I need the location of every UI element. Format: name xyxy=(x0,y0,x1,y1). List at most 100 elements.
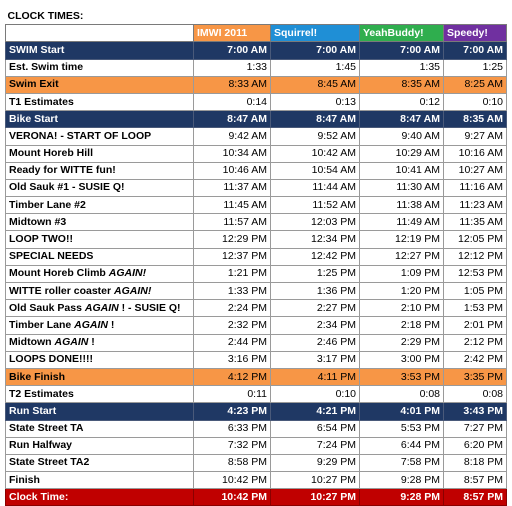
time-cell: 10:16 AM xyxy=(443,144,507,163)
time-cell: 1:33 xyxy=(193,58,271,77)
row-label-text: Bike Start xyxy=(9,112,59,125)
table-row: T1 Estimates 0:14 0:13 0:12 0:10 xyxy=(5,92,507,112)
team-header-blank xyxy=(5,24,194,43)
table-row: Finish 10:42 PM 10:27 PM 9:28 PM 8:57 PM xyxy=(5,471,507,490)
time-cell: 8:47 AM xyxy=(193,110,271,129)
time-cell: 2:24 PM xyxy=(193,299,271,318)
row-label-text: Est. Swim time xyxy=(9,61,84,74)
time-cell: 3:43 PM xyxy=(443,402,507,421)
time-cell: 12:37 PM xyxy=(193,247,271,266)
time-cell: 10:42 AM xyxy=(270,144,360,163)
time-cell: 3:17 PM xyxy=(270,350,360,369)
time-cell: 4:12 PM xyxy=(193,367,271,387)
row-label: LOOP TWO!! xyxy=(5,230,194,249)
row-label-text: VERONA! - START OF LOOP xyxy=(9,129,152,142)
time-cell: 8:57 PM xyxy=(443,488,507,506)
time-cell: 2:12 PM xyxy=(443,333,507,352)
time-cell: 8:35 AM xyxy=(359,75,444,94)
row-label-text: Bike Finish xyxy=(9,370,66,383)
row-label-text: Midtown #3 xyxy=(9,215,67,228)
row-label-emphasis: AGAIN xyxy=(54,336,89,349)
row-label-text: Timber Lane xyxy=(9,318,75,331)
time-cell: 2:10 PM xyxy=(359,299,444,318)
time-cell: 8:47 AM xyxy=(270,110,360,129)
row-label-text: LOOP TWO!! xyxy=(9,233,73,246)
time-cell: 8:58 PM xyxy=(193,453,271,473)
time-cell: 0:10 xyxy=(270,385,360,404)
row-label: Swim Exit xyxy=(5,75,194,94)
time-cell: 2:46 PM xyxy=(270,333,360,352)
time-cell: 1:09 PM xyxy=(359,264,444,284)
row-label-emphasis: AGAIN xyxy=(84,301,119,314)
time-cell: 2:27 PM xyxy=(270,299,360,318)
time-cell: 0:13 xyxy=(270,92,360,112)
time-cell: 2:29 PM xyxy=(359,333,444,352)
time-cell: 9:27 AM xyxy=(443,127,507,146)
time-cell: 8:47 AM xyxy=(359,110,444,129)
row-label-text: Mount Horeb Hill xyxy=(9,147,93,160)
table-row: Old Sauk Pass AGAIN ! - SUSIE Q! 2:24 PM 2… xyxy=(5,299,507,318)
time-cell: 12:03 PM xyxy=(270,213,360,232)
time-cell: 3:35 PM xyxy=(443,367,507,387)
time-cell: 7:00 AM xyxy=(193,41,271,60)
table-row: Bike Start 8:47 AM 8:47 AM 8:47 AM 8:35 AM xyxy=(5,110,507,129)
row-label: Midtown AGAIN ! xyxy=(5,333,194,352)
row-label: Finish xyxy=(5,471,194,490)
row-label-text: Run Start xyxy=(9,404,57,417)
time-cell: 12:53 PM xyxy=(443,264,507,284)
row-label-text: Midtown xyxy=(9,336,55,349)
table-row: Run Start 4:23 PM 4:21 PM 4:01 PM 3:43 PM xyxy=(5,402,507,421)
time-cell: 12:34 PM xyxy=(270,230,360,249)
table-row: Old Sauk #1 - SUSIE Q! 11:37 AM 11:44 AM 11… xyxy=(5,178,507,198)
table-row: Est. Swim time 1:33 1:45 1:35 1:25 xyxy=(5,58,507,77)
table-row: Clock Time: 10:42 PM 10:27 PM 9:28 PM 8:57 P… xyxy=(5,488,507,506)
row-label: Bike Start xyxy=(5,110,194,129)
time-cell: 10:29 AM xyxy=(359,144,444,163)
time-cell: 12:42 PM xyxy=(270,247,360,266)
row-label-text: Swim Exit xyxy=(9,78,59,91)
time-cell: 9:40 AM xyxy=(359,127,444,146)
row-label: Old Sauk Pass AGAIN ! - SUSIE Q! xyxy=(5,299,194,318)
time-cell: 7:00 AM xyxy=(270,41,360,60)
time-cell: 9:29 PM xyxy=(270,453,360,473)
time-cell: 11:52 AM xyxy=(270,196,360,215)
title-row: CLOCK TIMES: xyxy=(5,8,507,25)
time-cell: 6:44 PM xyxy=(359,436,444,455)
time-cell: 10:27 PM xyxy=(270,471,360,490)
time-cell: 8:25 AM xyxy=(443,75,507,94)
time-cell: 8:35 AM xyxy=(443,110,507,129)
table-row: LOOP TWO!! 12:29 PM 12:34 PM 12:19 PM 12:05 … xyxy=(5,230,507,249)
time-cell: 11:37 AM xyxy=(193,178,271,198)
clock-times-sheet: CLOCK TIMES: IMWI 2011 Squirrel! YeahBuddy… xyxy=(5,8,507,506)
time-cell: 7:32 PM xyxy=(193,436,271,455)
time-cell: 12:29 PM xyxy=(193,230,271,249)
row-label: Bike Finish xyxy=(5,367,194,387)
time-cell: 10:54 AM xyxy=(270,161,360,180)
time-cell: 7:58 PM xyxy=(359,453,444,473)
table-row: Midtown AGAIN ! 2:44 PM 2:46 PM 2:29 PM 2:12… xyxy=(5,333,507,352)
time-cell: 4:23 PM xyxy=(193,402,271,421)
row-label-tail: ! - SUSIE Q! xyxy=(118,301,181,314)
row-label: Mount Horeb Climb AGAIN! xyxy=(5,264,194,284)
time-cell: 10:42 PM xyxy=(193,471,271,490)
row-label-text: SPECIAL NEEDS xyxy=(9,250,94,263)
row-label: Mount Horeb Hill xyxy=(5,144,194,163)
time-cell: 1:20 PM xyxy=(359,281,444,301)
time-cell: 3:53 PM xyxy=(359,367,444,387)
table-row: Ready for WITTE fun! 10:46 AM 10:54 AM 10:4… xyxy=(5,161,507,180)
table-row: WITTE roller coaster AGAIN! 1:33 PM 1:36 P… xyxy=(5,281,507,301)
row-label: Old Sauk #1 - SUSIE Q! xyxy=(5,178,194,198)
time-cell: 5:53 PM xyxy=(359,419,444,438)
table-row: T2 Estimates 0:11 0:10 0:08 0:08 xyxy=(5,385,507,404)
table-row: Mount Horeb Climb AGAIN! 1:21 PM 1:25 PM 1:… xyxy=(5,264,507,284)
time-cell: 3:16 PM xyxy=(193,350,271,369)
time-cell: 4:21 PM xyxy=(270,402,360,421)
row-label: LOOPS DONE!!!! xyxy=(5,350,194,369)
time-cell: 8:45 AM xyxy=(270,75,360,94)
table-row: SWIM Start 7:00 AM 7:00 AM 7:00 AM 7:00 AM xyxy=(5,41,507,60)
table-row: SPECIAL NEEDS 12:37 PM 12:42 PM 12:27 PM 12:… xyxy=(5,247,507,266)
team-header-3: YeahBuddy! xyxy=(359,24,444,43)
row-label-text: Old Sauk #1 - SUSIE Q! xyxy=(9,181,125,194)
row-label-text: LOOPS DONE!!!! xyxy=(9,353,93,366)
time-cell: 12:19 PM xyxy=(359,230,444,249)
